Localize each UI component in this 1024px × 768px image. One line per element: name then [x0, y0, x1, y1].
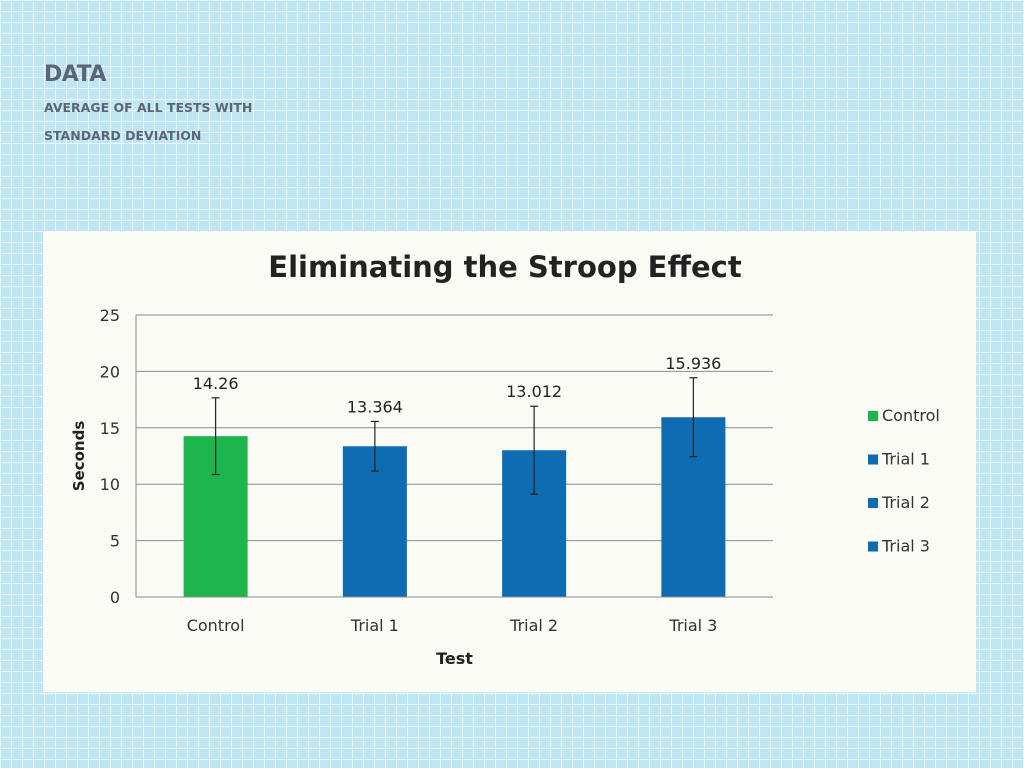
legend-swatch [868, 454, 878, 465]
legend-item: Trial 3 [881, 537, 930, 556]
x-tick-label: Trial 2 [509, 616, 558, 635]
y-tick-label: 5 [110, 532, 120, 551]
chart-title: Eliminating the Stroop Effect [268, 250, 742, 284]
chart-panel: Eliminating the Stroop Effect 0 5 10 15 20 25 S… [43, 231, 976, 692]
legend-swatch [868, 541, 878, 552]
slide-subtitle-line-1: AVERAGE OF ALL TESTS WITH [44, 100, 253, 115]
data-label: 14.26 [193, 374, 239, 393]
x-tick-label: Trial 3 [668, 616, 717, 635]
y-tick-label: 15 [100, 419, 120, 438]
bar-chart: Eliminating the Stroop Effect 0 5 10 15 20 25 S… [70, 250, 940, 668]
data-label: 15.936 [665, 354, 721, 373]
legend-swatch [868, 411, 878, 421]
y-tick-label: 10 [100, 475, 120, 494]
x-tick-label: Trial 1 [350, 616, 399, 635]
legend-item: Trial 1 [881, 450, 930, 469]
slide-title: DATA [44, 62, 106, 87]
x-axis-label: Test [436, 649, 473, 668]
slide-subtitle-line-2: STANDARD DEVIATION [44, 128, 202, 143]
legend-swatch [868, 498, 878, 508]
legend-item: Trial 2 [881, 493, 930, 512]
y-tick-label: 25 [100, 306, 120, 325]
data-label: 13.012 [506, 382, 562, 401]
data-label: 13.364 [347, 397, 403, 416]
x-tick-label: Control [187, 616, 245, 635]
y-tick-label: 20 [100, 362, 120, 381]
legend-item: Control [882, 406, 940, 425]
y-tick-label: 0 [110, 588, 120, 607]
slide-header: DATA AVERAGE OF ALL TESTS WITH STANDARD … [44, 62, 252, 143]
y-axis-label: Seconds [70, 421, 88, 492]
